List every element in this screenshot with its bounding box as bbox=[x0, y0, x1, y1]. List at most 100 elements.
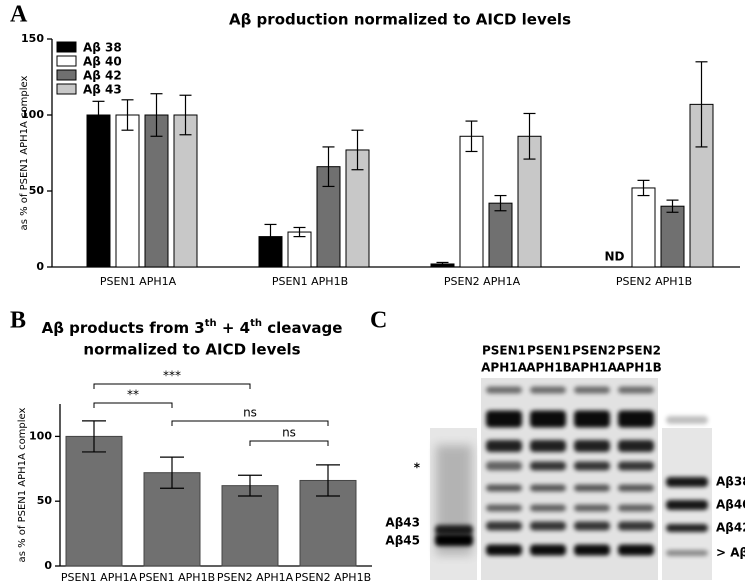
bar bbox=[144, 114, 169, 268]
blot-band bbox=[486, 440, 522, 452]
lane-label: APH1A bbox=[481, 361, 527, 375]
legend-label: Aβ 38 bbox=[83, 41, 122, 55]
blot-band bbox=[666, 550, 708, 556]
title-part: cleavage bbox=[262, 319, 342, 337]
blot-band bbox=[618, 544, 654, 556]
blot-band bbox=[486, 410, 522, 428]
band-label: Aβ45 bbox=[385, 534, 420, 548]
blot-band bbox=[574, 521, 610, 531]
blot-band bbox=[530, 440, 566, 452]
bar bbox=[86, 114, 111, 268]
x-tick-label: PSEN2 APH1A bbox=[444, 275, 521, 288]
band-label: > Aβ46 bbox=[716, 546, 745, 560]
blot-band bbox=[666, 500, 708, 510]
blot-band bbox=[618, 461, 654, 471]
band-label: * bbox=[414, 461, 421, 475]
blot-band bbox=[618, 386, 654, 394]
lane-label: PSEN2 bbox=[617, 344, 661, 358]
bar bbox=[115, 114, 140, 268]
blot-band bbox=[574, 410, 610, 428]
blot-band bbox=[574, 461, 610, 471]
significance-bracket bbox=[93, 383, 251, 389]
blot-band bbox=[618, 521, 654, 531]
bar bbox=[221, 485, 279, 567]
y-tick-label: 100 bbox=[29, 429, 52, 442]
lane-label: APH1A bbox=[571, 361, 617, 375]
legend-swatch bbox=[56, 41, 77, 53]
bar bbox=[65, 435, 123, 567]
blot-band bbox=[530, 484, 566, 492]
title-part: + 4 bbox=[217, 319, 250, 337]
blot-band bbox=[435, 534, 473, 546]
blot-band bbox=[618, 410, 654, 428]
x-tick-label: PSEN2 APH1B bbox=[295, 571, 371, 584]
panel-label: B bbox=[10, 308, 26, 334]
panel-label: A bbox=[10, 2, 28, 28]
bar bbox=[287, 231, 312, 268]
panel-label: C bbox=[370, 308, 387, 334]
legend-swatch bbox=[56, 83, 77, 95]
blot-band bbox=[530, 521, 566, 531]
chart-subtitle: normalized to AICD levels bbox=[83, 341, 300, 359]
blot-band bbox=[530, 504, 566, 512]
legend-label: Aβ 42 bbox=[83, 69, 122, 83]
blot-band bbox=[666, 477, 708, 487]
y-tick-label: 50 bbox=[37, 494, 53, 507]
legend-swatch bbox=[56, 55, 77, 67]
lane-label: APH1B bbox=[616, 361, 662, 375]
blot-band bbox=[574, 440, 610, 452]
significance-label: ns bbox=[243, 406, 257, 420]
x-tick-label: PSEN2 APH1A bbox=[217, 571, 294, 584]
x-tick-label: PSEN1 APH1A bbox=[61, 571, 138, 584]
blot-band bbox=[574, 386, 610, 394]
y-tick-label: 50 bbox=[29, 184, 45, 197]
y-tick-label: 100 bbox=[21, 108, 44, 121]
lane-label: PSEN1 bbox=[482, 344, 526, 358]
blot-band bbox=[574, 544, 610, 556]
blot-band bbox=[486, 504, 522, 512]
blot-band bbox=[618, 484, 654, 492]
x-tick-label: PSEN1 APH1B bbox=[272, 275, 348, 288]
chart-title: Aβ production normalized to AICD levels bbox=[229, 11, 571, 29]
significance-bracket bbox=[171, 420, 329, 426]
title-part: th bbox=[250, 318, 262, 329]
blot-band bbox=[618, 440, 654, 452]
bar bbox=[488, 202, 513, 268]
legend-label: Aβ 43 bbox=[83, 83, 122, 97]
value-label: ND bbox=[604, 250, 624, 264]
significance-bracket bbox=[249, 440, 329, 446]
y-axis-label: as % of PSEN1 APH1A complex bbox=[19, 75, 30, 230]
y-tick-label: 0 bbox=[44, 559, 52, 572]
legend-swatch bbox=[56, 69, 77, 81]
title-part: th bbox=[205, 318, 217, 329]
blot-band bbox=[486, 461, 522, 471]
significance-label: ns bbox=[282, 426, 296, 440]
blot-band bbox=[530, 410, 566, 428]
blot-band bbox=[574, 504, 610, 512]
bar bbox=[660, 205, 685, 268]
x-tick-label: PSEN2 APH1B bbox=[616, 275, 692, 288]
y-tick-label: 150 bbox=[21, 32, 44, 45]
chart-title: Aβ products from 3th + 4th cleavage bbox=[42, 318, 343, 337]
band-label: Aβ43 bbox=[385, 516, 420, 530]
legend-label: Aβ 40 bbox=[83, 55, 122, 69]
blot-image bbox=[430, 375, 712, 585]
blot-band bbox=[486, 386, 522, 394]
blot-band bbox=[530, 461, 566, 471]
blot-band bbox=[666, 416, 708, 424]
lane-label: PSEN2 bbox=[572, 344, 616, 358]
blot-band bbox=[530, 386, 566, 394]
x-tick-label: PSEN1 APH1A bbox=[100, 275, 177, 288]
blot-band bbox=[666, 524, 708, 532]
significance-bracket bbox=[93, 402, 173, 408]
blot-band bbox=[618, 504, 654, 512]
y-axis-label: as % of PSEN1 APH1A complex bbox=[17, 407, 28, 562]
blot-band bbox=[435, 525, 473, 535]
blot-band bbox=[486, 521, 522, 531]
blot-gap bbox=[659, 375, 662, 585]
blot-band bbox=[574, 484, 610, 492]
